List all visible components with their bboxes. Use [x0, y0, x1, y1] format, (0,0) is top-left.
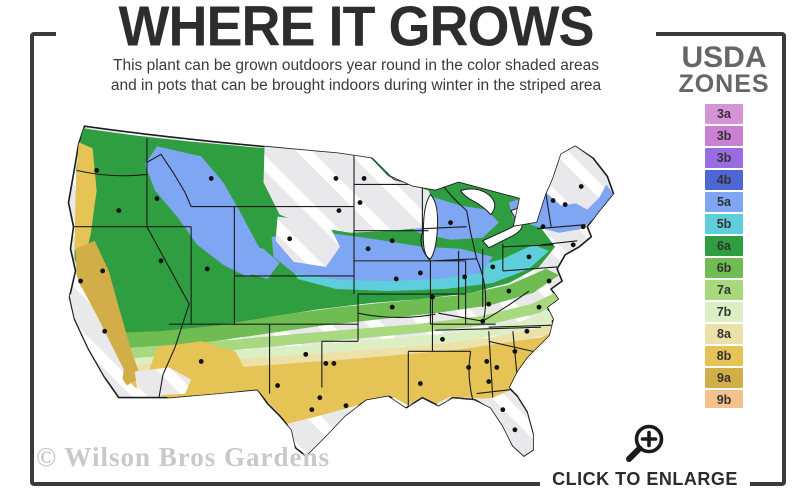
zone-chip-6a: 6a [705, 236, 743, 257]
zone-chip-7a: 7a [705, 280, 743, 301]
zone-chip-9a: 9a [705, 368, 743, 389]
header: WHERE IT GROWS This plant can be grown o… [56, 0, 656, 96]
watermark: © Wilson Bros Gardens [36, 442, 330, 472]
zone-chip-3a: 3a [705, 104, 743, 125]
click-to-enlarge-button[interactable]: CLICK TO ENLARGE [540, 408, 750, 490]
zone-chip-3b: 3b [705, 148, 743, 169]
enlarge-label: CLICK TO ENLARGE [552, 469, 738, 489]
page-title: WHERE IT GROWS [118, 0, 595, 59]
magnifier-plus-icon [626, 424, 664, 462]
zone-chip-8b: 8b [705, 346, 743, 367]
zone-chip-4b: 4b [705, 170, 743, 191]
zone-chip-list: 3a3b3b4b5a5b6a6b7a7b8a8b9a9b10a10b [664, 104, 784, 455]
us-map-image [67, 125, 615, 458]
zone-chip-5a: 5a [705, 192, 743, 213]
zone-chip-9b: 9b [705, 390, 743, 411]
legend-title-zones: ZONES [678, 69, 770, 98]
legend-title: USDA ZONES [664, 41, 784, 98]
subtitle-line-1: This plant can be grown outdoors year ro… [113, 57, 599, 75]
zone-chip-7b: 7b [705, 302, 743, 323]
zone-shading [69, 128, 614, 456]
usda-zones-legend: USDA ZONES 3a3b3b4b5a5b6a6b7a7b8a8b9a9b1… [664, 41, 784, 455]
legend-title-usda: USDA [681, 41, 767, 74]
zone-chip-8a: 8a [705, 324, 743, 345]
usda-zone-map[interactable] [38, 98, 662, 470]
state-borders [72, 138, 586, 406]
zone-chip-5b: 5b [705, 214, 743, 235]
subtitle-line-2: and in pots that can be brought indoors … [110, 77, 602, 95]
city-dots [78, 167, 586, 433]
zone-chip-6b: 6b [705, 258, 743, 279]
zone-chip-3b: 3b [705, 126, 743, 147]
